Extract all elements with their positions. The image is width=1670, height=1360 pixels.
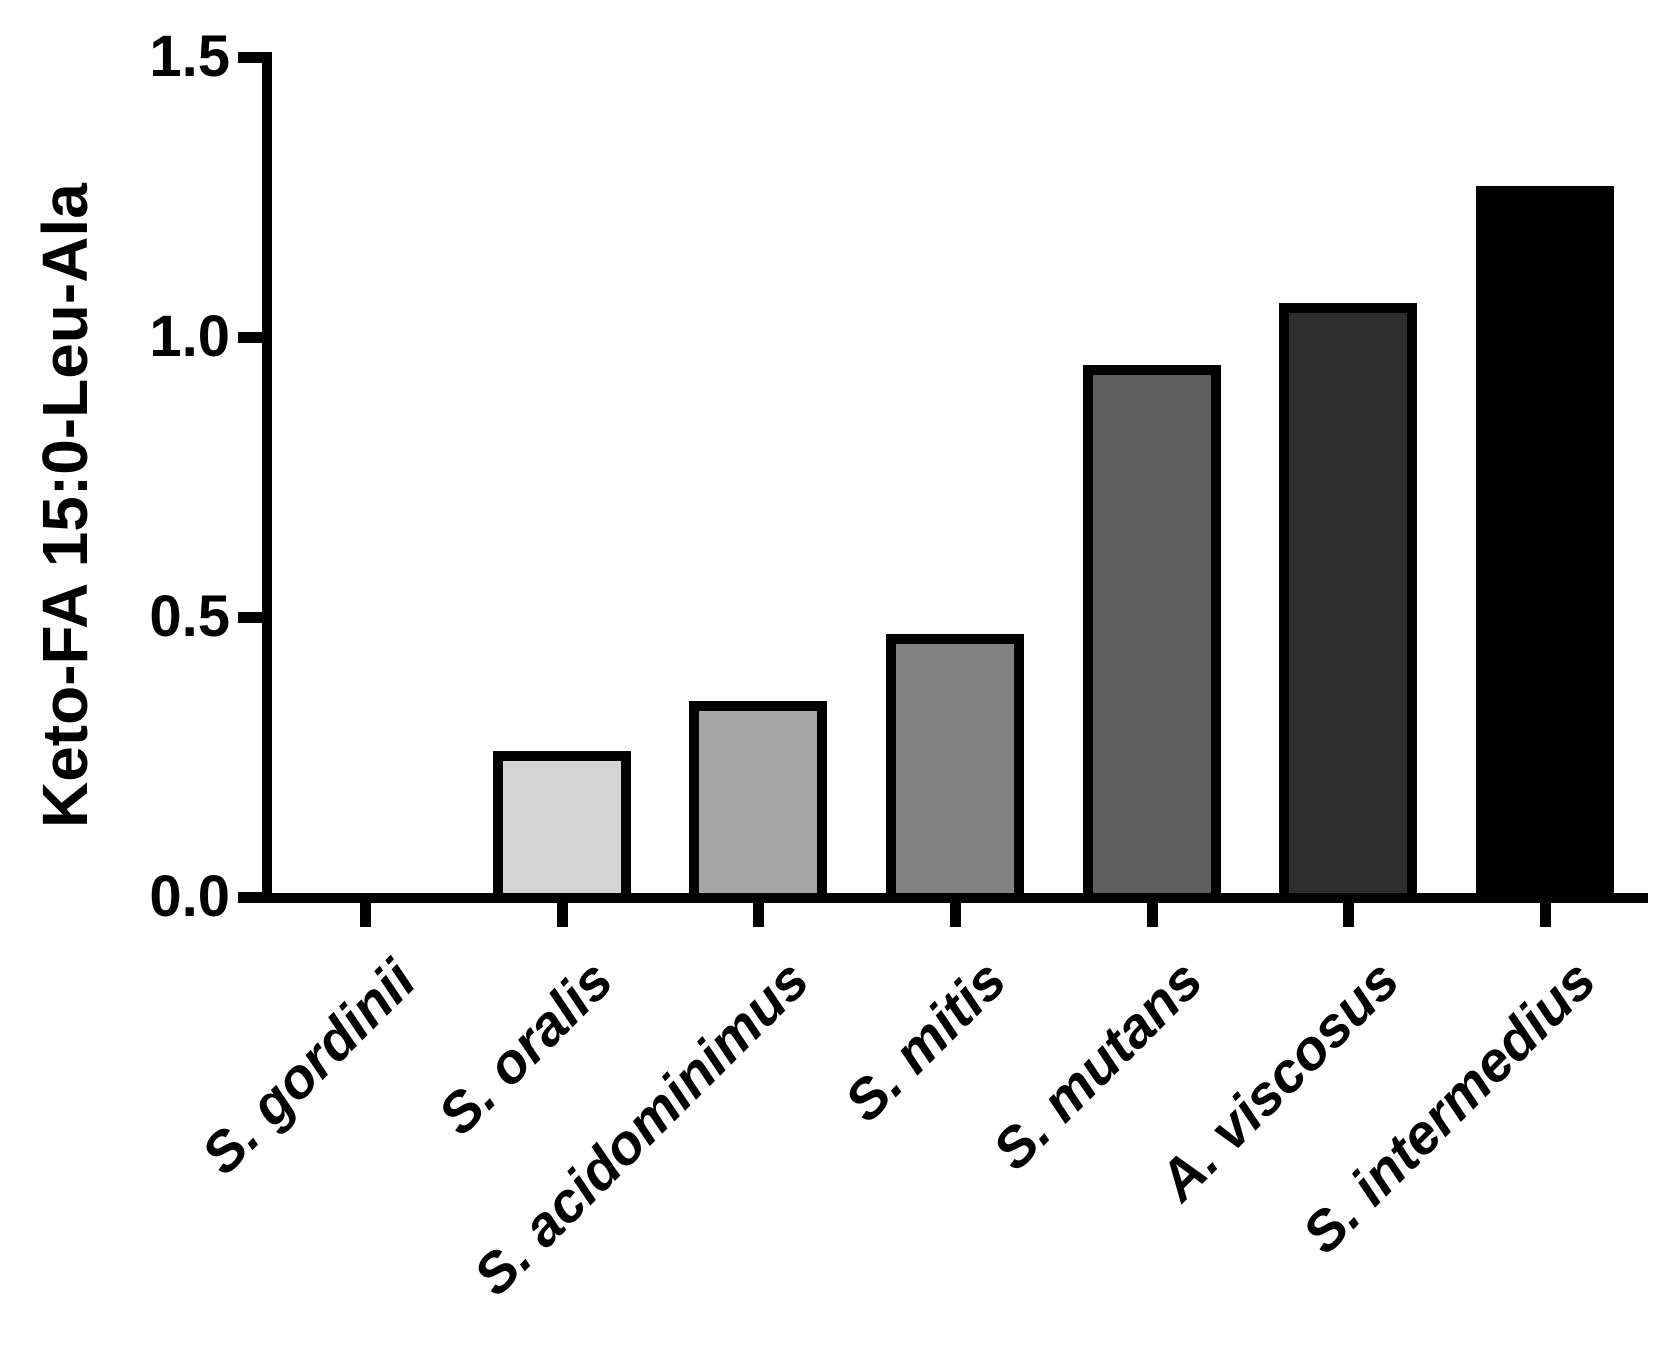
- bar-4: [886, 634, 1024, 903]
- y-tick-label: 1.5: [149, 24, 230, 89]
- y-axis-line: [262, 53, 272, 903]
- y-tick-mark: [238, 892, 272, 903]
- bar-3: [689, 701, 827, 903]
- x-category-label: S. mitis: [832, 947, 1018, 1134]
- bar-7: [1476, 186, 1614, 903]
- y-tick-mark: [238, 612, 272, 623]
- y-tick-label: 0.0: [149, 864, 230, 929]
- x-category-label: S. acidominimus: [461, 947, 821, 1308]
- y-tick-label: 0.5: [149, 584, 230, 649]
- x-tick-mark: [557, 897, 568, 927]
- y-axis-title: Keto-FA 15:0-Leu-Ala: [29, 183, 101, 828]
- x-tick-mark: [1540, 897, 1551, 927]
- x-tick-mark: [753, 897, 764, 927]
- y-tick-mark: [238, 52, 272, 63]
- bar-2: [493, 751, 631, 903]
- x-category-label: S. gordinii: [189, 947, 428, 1187]
- x-tick-mark: [950, 897, 961, 927]
- y-tick-label: 1.0: [149, 304, 230, 369]
- x-tick-mark: [360, 897, 371, 927]
- x-category-label: S. oralis: [425, 947, 625, 1147]
- bar-6: [1279, 303, 1417, 903]
- y-tick-mark: [238, 332, 272, 343]
- bar-5: [1083, 365, 1221, 903]
- x-tick-mark: [1343, 897, 1354, 927]
- x-tick-mark: [1147, 897, 1158, 927]
